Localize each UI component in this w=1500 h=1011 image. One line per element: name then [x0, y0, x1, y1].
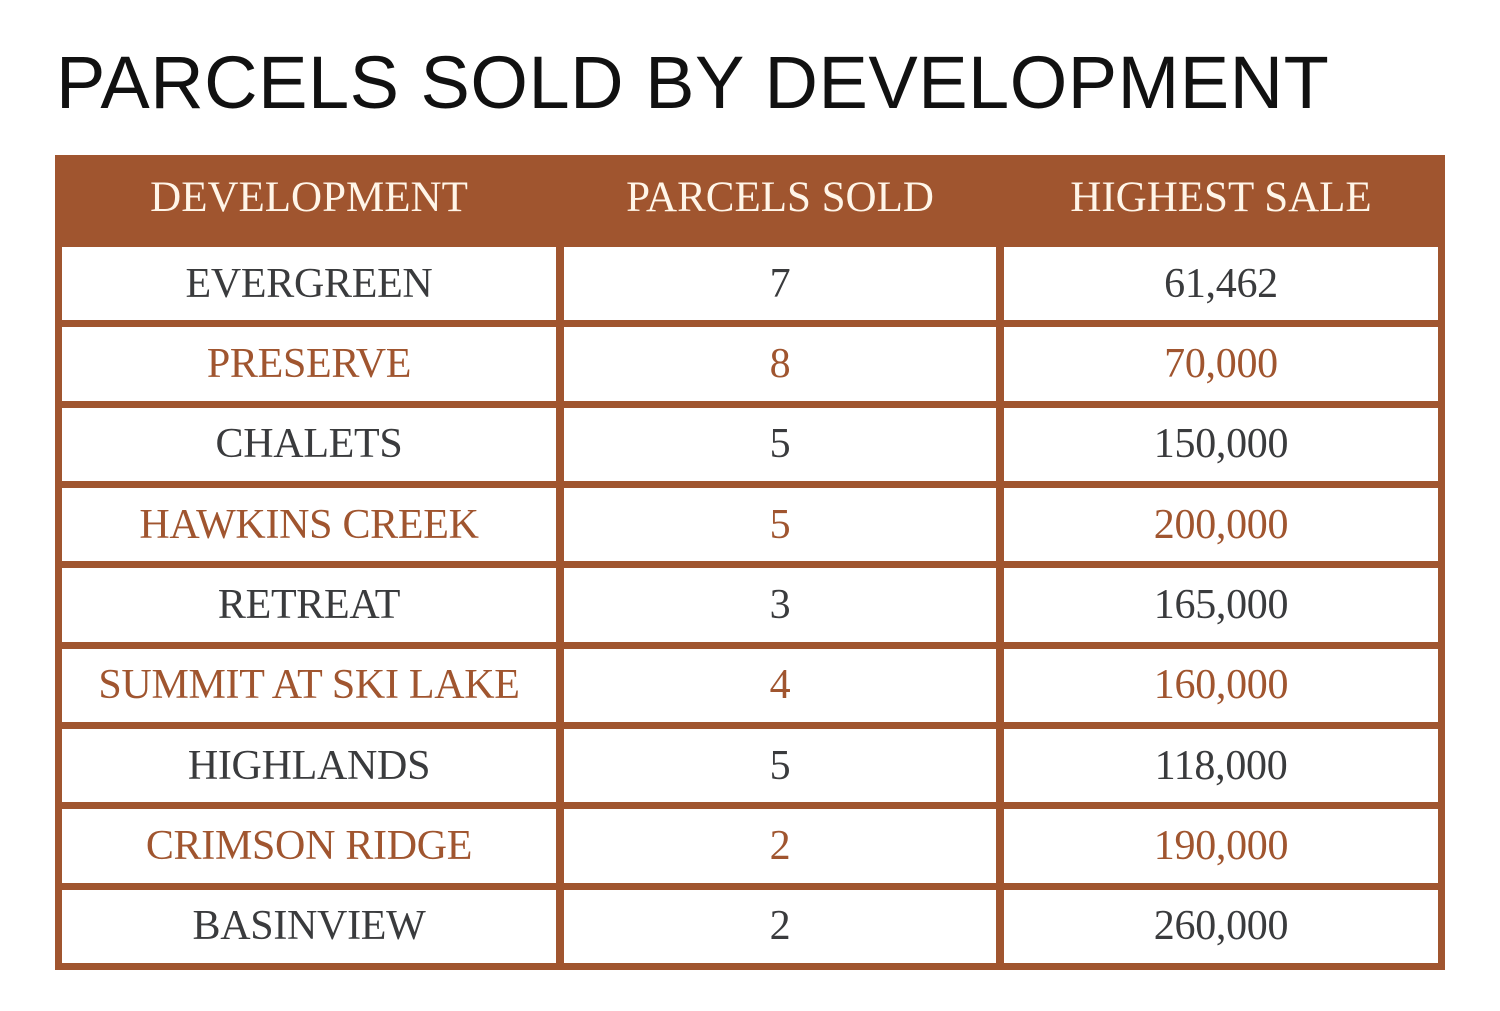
- development-cell: RETREAT: [62, 568, 556, 642]
- highest-sale-cell: 150,000: [1004, 407, 1438, 481]
- highest-sale-cell: 160,000: [1004, 648, 1438, 722]
- development-cell: HIGHLANDS: [62, 729, 556, 803]
- highest-sale-cell: 61,462: [1004, 247, 1438, 321]
- development-cell: PRESERVE: [62, 327, 556, 401]
- parcels-sold-cell: 7: [564, 247, 996, 321]
- highest-sale-cell: 70,000: [1004, 327, 1438, 401]
- column-header-development: DEVELOPMENT: [150, 174, 468, 221]
- highest-sale-cell: 260,000: [1004, 889, 1438, 963]
- development-cell: EVERGREEN: [62, 247, 556, 321]
- parcels-table: DEVELOPMENT PARCELS SOLD HIGHEST SALE EV…: [55, 155, 1445, 970]
- development-cell: BASINVIEW: [62, 889, 556, 963]
- parcels-sold-cell: 5: [564, 407, 996, 481]
- development-cell: SUMMIT AT SKI LAKE: [62, 648, 556, 722]
- parcels-sold-cell: 3: [564, 568, 996, 642]
- development-cell: CRIMSON RIDGE: [62, 809, 556, 883]
- development-cell: CHALETS: [62, 407, 556, 481]
- parcels-sold-cell: 5: [564, 729, 996, 803]
- highest-sale-cell: 200,000: [1004, 488, 1438, 562]
- parcels-sold-cell: 5: [564, 488, 996, 562]
- parcels-sold-cell: 2: [564, 889, 996, 963]
- column-header-parcels-sold: PARCELS SOLD: [626, 174, 934, 221]
- parcels-sold-cell: 8: [564, 327, 996, 401]
- highest-sale-cell: 190,000: [1004, 809, 1438, 883]
- development-cell: HAWKINS CREEK: [62, 488, 556, 562]
- parcels-sold-cell: 2: [564, 809, 996, 883]
- parcels-sold-cell: 4: [564, 648, 996, 722]
- column-header-highest-sale: HIGHEST SALE: [1070, 174, 1372, 221]
- highest-sale-cell: 165,000: [1004, 568, 1438, 642]
- highest-sale-cell: 118,000: [1004, 729, 1438, 803]
- page-title: PARCELS SOLD BY DEVELOPMENT: [56, 41, 1330, 124]
